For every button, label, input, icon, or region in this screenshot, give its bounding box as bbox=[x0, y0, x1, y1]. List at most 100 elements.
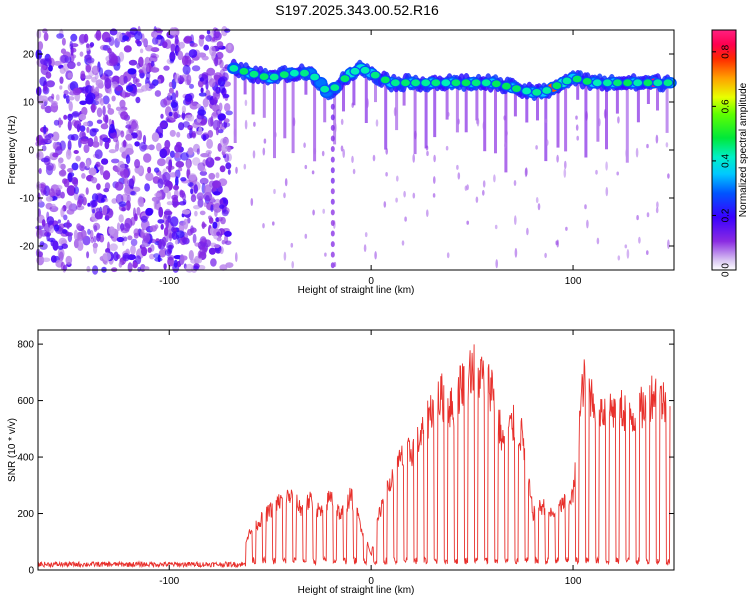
noise-cell bbox=[73, 150, 79, 154]
streak-cell bbox=[513, 88, 517, 117]
streak-cell bbox=[323, 89, 327, 123]
noise-cell bbox=[43, 33, 48, 42]
ridge-peak bbox=[248, 69, 260, 79]
streak-cell bbox=[457, 118, 460, 125]
noise-cell bbox=[169, 150, 175, 158]
noise-cell bbox=[86, 43, 90, 48]
ridge-peak bbox=[359, 65, 371, 75]
colorbar-tick-label: 0.8 bbox=[721, 44, 732, 58]
ridge-peak bbox=[349, 66, 361, 76]
noise-cell bbox=[76, 61, 81, 67]
noise-cell bbox=[168, 87, 174, 94]
y-tick-label: 200 bbox=[17, 509, 34, 520]
noise-cell bbox=[177, 50, 184, 61]
noise-cell bbox=[38, 168, 42, 174]
noise-cell bbox=[174, 34, 179, 45]
noise-cell bbox=[133, 228, 140, 236]
noise-cell bbox=[96, 119, 103, 124]
noise-cell bbox=[125, 154, 131, 164]
noise-cell bbox=[40, 139, 49, 144]
noise-cell bbox=[37, 41, 44, 51]
y-tick-label: 10 bbox=[23, 98, 35, 109]
noise-cell bbox=[86, 265, 91, 273]
noise-cell bbox=[124, 176, 129, 188]
noise-cell bbox=[133, 207, 136, 219]
noise-cell bbox=[200, 87, 204, 93]
y-tick-label: 0 bbox=[28, 566, 34, 577]
noise-cell bbox=[142, 134, 147, 145]
streak-cell bbox=[273, 77, 276, 159]
noise-cell bbox=[158, 239, 162, 249]
noise-cell bbox=[218, 178, 228, 187]
noise-cell bbox=[202, 98, 209, 108]
noise-cell bbox=[74, 186, 79, 195]
noise-cell bbox=[179, 254, 185, 266]
streak-cell bbox=[303, 142, 306, 148]
noise-cell bbox=[186, 159, 191, 171]
noise-cell bbox=[39, 242, 48, 250]
noise-cell bbox=[108, 87, 112, 95]
streak-cell bbox=[535, 197, 539, 204]
noise-cell bbox=[148, 144, 155, 151]
noise-cell bbox=[71, 162, 79, 171]
noise-cell bbox=[52, 141, 58, 150]
noise-cell bbox=[68, 101, 73, 112]
streak-cell bbox=[330, 114, 335, 121]
noise-cell bbox=[40, 157, 50, 163]
noise-cell bbox=[63, 178, 70, 188]
noise-cell bbox=[191, 65, 201, 72]
streak-cell bbox=[605, 161, 608, 171]
noise-cell bbox=[120, 111, 129, 120]
noise-cell bbox=[199, 177, 209, 185]
noise-cell bbox=[65, 95, 70, 104]
noise-cell bbox=[178, 41, 185, 49]
noise-cell bbox=[169, 129, 176, 137]
noise-cell bbox=[53, 60, 62, 66]
noise-cell bbox=[217, 143, 223, 152]
noise-cell bbox=[52, 131, 60, 142]
streak-cell bbox=[535, 145, 538, 150]
noise-cell bbox=[221, 122, 231, 128]
streak-cell bbox=[565, 226, 568, 231]
streak-cell bbox=[313, 77, 317, 162]
streak-cell bbox=[290, 242, 294, 248]
streak-cell bbox=[598, 118, 601, 127]
noise-cell bbox=[135, 78, 140, 83]
noise-cell bbox=[205, 34, 213, 42]
streak-cell bbox=[395, 82, 399, 131]
streak-cell bbox=[375, 119, 379, 127]
noise-cell bbox=[60, 261, 65, 271]
noise-cell bbox=[213, 191, 221, 196]
noise-cell bbox=[169, 232, 172, 242]
noise-cell bbox=[136, 62, 141, 69]
ridge-peak bbox=[399, 78, 412, 88]
noise-cell bbox=[197, 109, 207, 116]
streak-cell bbox=[447, 112, 450, 117]
streak-cell bbox=[313, 147, 317, 155]
streak-cell bbox=[402, 82, 406, 106]
snr-frame bbox=[37, 329, 675, 571]
streak-cell bbox=[576, 135, 579, 141]
noise-cell bbox=[196, 148, 200, 155]
noise-cell bbox=[65, 255, 73, 265]
noise-cell bbox=[169, 27, 176, 36]
streak-cell bbox=[235, 166, 238, 174]
ridge-peak bbox=[440, 78, 452, 88]
streak-cell bbox=[413, 82, 417, 155]
noise-cell bbox=[201, 221, 206, 229]
noise-cell bbox=[180, 152, 189, 161]
noise-cell bbox=[208, 172, 216, 180]
noise-cell bbox=[210, 196, 215, 201]
streak-cell bbox=[655, 207, 659, 214]
noise-cell bbox=[154, 192, 162, 197]
noise-cell bbox=[192, 157, 201, 166]
noise-cell bbox=[192, 121, 202, 129]
noise-cell bbox=[85, 64, 92, 73]
noise-cell bbox=[212, 221, 218, 229]
streak-cell bbox=[412, 153, 416, 163]
noise-cell bbox=[187, 182, 194, 187]
noise-cell bbox=[102, 170, 111, 180]
noise-cell bbox=[166, 242, 174, 251]
spectrogram-x-ticks: -100 0 100 bbox=[159, 30, 582, 287]
